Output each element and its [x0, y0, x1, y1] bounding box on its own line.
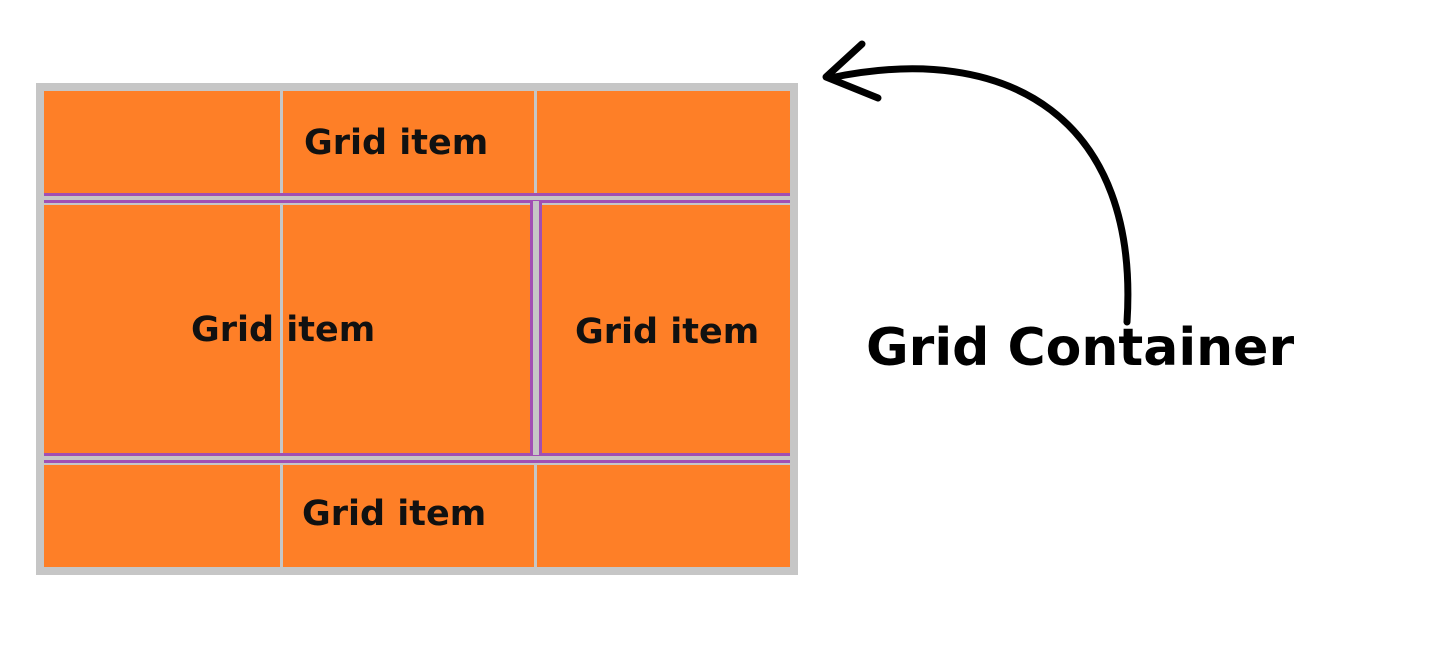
- grid-container: Grid item Grid item Grid item Grid item: [36, 83, 798, 575]
- grid-item-label: Grid item: [575, 312, 760, 352]
- grid-item-label: Grid item: [302, 494, 487, 534]
- item-boundary: [530, 201, 542, 455]
- grid-cell: [44, 91, 790, 193]
- grid-item-label: Grid item: [304, 123, 489, 163]
- grid-cell: [44, 465, 790, 567]
- grid-cell: [542, 205, 790, 455]
- grid-cell: [44, 205, 530, 455]
- arrow-shaft: [826, 65, 1132, 326]
- arrow-head-icon: [822, 40, 882, 102]
- item-boundary: [44, 193, 790, 203]
- grid-container-label: Grid Container: [866, 318, 1295, 378]
- grid-item-label: Grid item: [191, 310, 376, 350]
- column-gridline: [280, 91, 283, 567]
- column-gridline: [534, 91, 537, 201]
- item-boundary: [44, 453, 790, 463]
- column-gridline: [534, 457, 537, 567]
